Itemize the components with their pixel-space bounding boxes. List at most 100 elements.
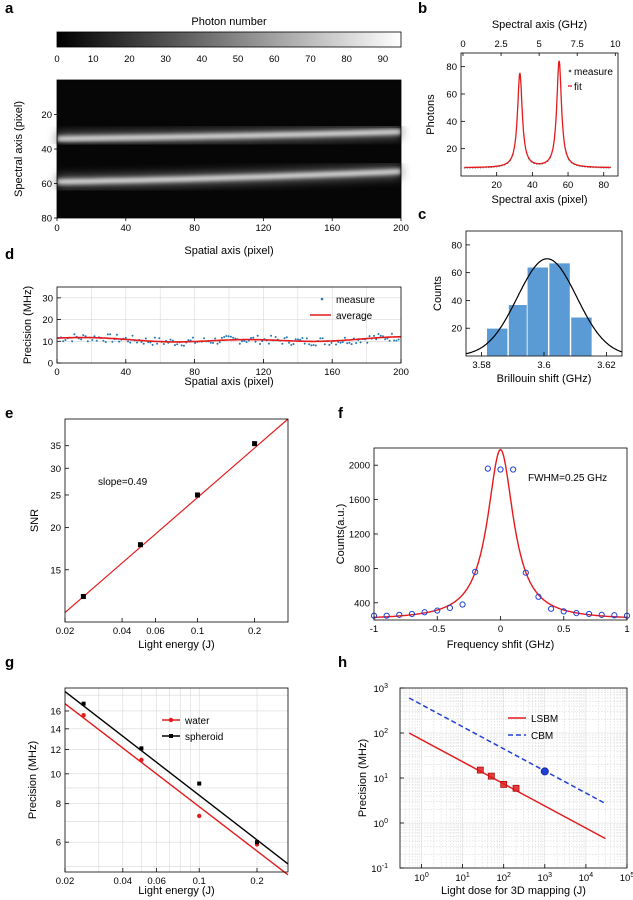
data-point-LSBM [512,784,520,792]
y-tick-label: 10-1 [371,863,388,875]
heatmap-band-1 [56,129,402,141]
y-tick-label: 103 [374,683,389,695]
x-tick-label: 3.6 [537,360,550,371]
tick-exponent: 3 [548,872,552,879]
legend-cbm: CBM [531,731,553,742]
measure-point [312,344,315,346]
y-tick-label: 15 [50,565,61,576]
heatmap-bands [56,126,402,188]
measure-point [375,338,378,341]
measure-point [209,341,212,344]
measure-point [297,338,299,341]
y-tick-label: 80 [446,62,457,73]
data-point [408,610,416,618]
x-axis-label: Light energy (J) [138,885,214,897]
y-tick-label: 1200 [349,530,370,541]
measure-point [393,339,396,342]
legend-water: water [184,716,210,727]
tick-exponent: -1 [382,863,388,870]
data-point-LSBM [487,772,495,780]
panel-a: Photon number 0 10 20 30 40 50 60 70 80 90 0 40 80 120… [13,16,409,257]
colorbar-tick-label: 40 [197,54,208,65]
y-tick-label: 60 [446,90,457,101]
y-tick-label: 30 [42,293,53,304]
data-point [598,611,605,618]
legend-measure-marker [320,297,324,301]
measure-point [129,341,132,344]
legend-spheroid: spheroid [185,732,223,743]
measure-point [212,342,214,344]
measure-point [294,338,297,341]
data-point [573,610,580,617]
measure-point [144,337,147,340]
data-point [548,605,555,612]
x-axis-label: Brillouin shift (GHz) [497,373,592,385]
panel-label-g: g [5,654,14,671]
line-LSBM [408,732,606,840]
measure-point [118,340,121,343]
x-axis-label: Spatial axis (pixel) [184,376,273,388]
colorbar-tick-label: 70 [305,54,316,65]
measure-point [162,343,165,345]
y-tick-label: 16 [50,706,61,717]
x-tick-label: 80 [598,180,609,191]
y-tick-label: 100 [374,818,389,830]
measure-point [214,337,217,340]
tick-exponent: 5 [630,872,633,879]
data-point-spheroid [139,746,144,751]
gaussian-fit-line [465,258,623,355]
colorbar-tick-label: 30 [160,54,171,65]
data-point [383,612,390,619]
tick-exponent: 3 [384,683,388,690]
panel-h: 100 101 102 103 104 10510-1100101102103Light … [357,683,633,897]
histogram-bar [526,266,549,357]
y-tick-label: 20 [41,110,52,121]
x-tick-label: 40 [121,223,132,234]
colorbar-tick-label: 50 [233,54,244,65]
x-tick-label: 0.02 [56,876,75,887]
y-tick-label: 80 [451,240,462,251]
x-tick-label: 0.04 [114,876,133,887]
histogram-bar [508,304,531,357]
measure-point [218,341,221,344]
measure-point [339,341,342,344]
y-tick-label: 20 [50,523,61,534]
histogram-bar [548,262,571,357]
data-point [497,466,504,473]
measure-point [301,337,304,339]
panel-label-a: a [5,0,14,17]
x-tick-label: 40 [527,180,538,191]
measure-point [104,341,107,343]
colorbar [56,31,402,48]
x-tick-label: 104 [579,872,594,884]
measure-point [256,334,259,337]
data-point-water [197,813,202,819]
measure-point [62,340,65,343]
measure-point [252,336,255,339]
measure-point [328,343,331,346]
x-tick-label: 160 [324,367,340,378]
measure-point [270,334,273,337]
measure-point [259,343,261,345]
measure-point [169,338,172,341]
data-point-CBM [540,767,549,776]
measure-point [140,341,143,343]
panel-g: 0.02 0.04 0.06 0.1 0.2 6 8 10 12 14 16 Light energy… [27,687,289,897]
measure-point [158,337,161,340]
measure-point [109,333,112,336]
x-tick-label: 3.62 [597,360,616,371]
x-tick-label: -1 [370,624,378,635]
measure-point [250,337,252,339]
y-axis-label: Precision (MHz) [27,741,39,819]
measure-point [303,342,306,345]
top-tick-label: 10 [610,39,621,50]
histogram-bar [570,316,593,357]
legend-measure-marker [568,69,572,73]
tick-base: 10 [371,864,382,875]
measure-point [84,335,87,338]
measure-point [182,344,185,347]
tick-base: 10 [414,873,425,884]
x-axis-label: Frequency shfit (GHz) [447,639,555,651]
x-tick-label: 0 [54,367,59,378]
